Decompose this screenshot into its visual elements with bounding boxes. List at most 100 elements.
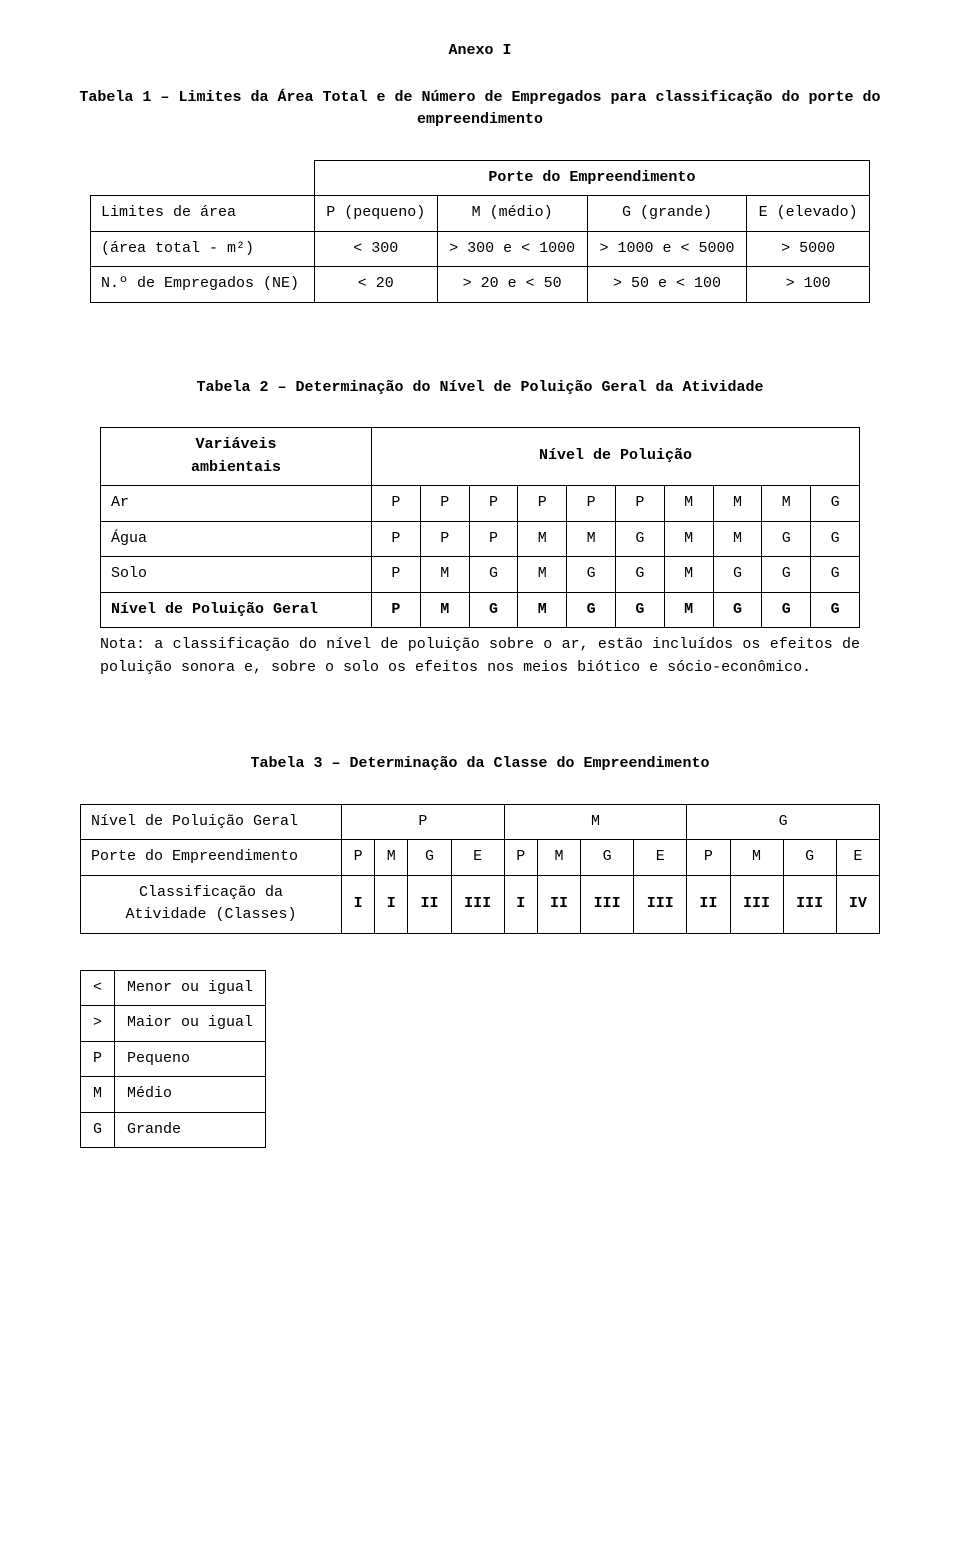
tabela2-note: Nota: a classificação do nível de poluiç… [100,634,860,679]
legend-sym: > [81,1006,115,1042]
row-label: Limites de área [91,196,315,232]
cell: III [581,875,634,933]
row-label: Nível de Poluição Geral [101,592,372,628]
legend-text: Grande [115,1112,266,1148]
cell: > 50 e < 100 [587,267,746,303]
cell: M [567,521,616,557]
cell: M [762,486,811,522]
cell: G [811,592,860,628]
cell: M [664,557,713,593]
tabela1: Porte do Empreendimento Limites de área … [90,160,870,303]
cell: II [687,875,730,933]
variaveis-label: Variáveis ambientais [101,428,372,486]
cell: P [420,486,469,522]
legend-sym: G [81,1112,115,1148]
legend-row: GGrande [81,1112,266,1148]
cell: G [615,557,664,593]
table-row: Ar P P P P P P M M M G [101,486,860,522]
tabela2: Variáveis ambientais Nível de Poluição A… [100,427,860,628]
cell: G [408,840,451,876]
cell: P [504,840,537,876]
table-row: (área total - m²) < 300 > 300 e < 1000 >… [91,231,870,267]
row-label: Ar [101,486,372,522]
cell: I [375,875,408,933]
cell: G [469,557,518,593]
table-row: Nível de Poluição Geral P M G [81,804,880,840]
cell: M [664,521,713,557]
cell: G [762,557,811,593]
cell: P [372,557,421,593]
table-row: Água P P P M M G M M G G [101,521,860,557]
legend-sym: M [81,1077,115,1113]
cell: M [518,592,567,628]
cell: G [567,592,616,628]
cell: M [713,486,762,522]
cell: P [567,486,616,522]
cell: > 20 e < 50 [437,267,587,303]
cell: G [469,592,518,628]
cell: P [342,840,375,876]
cell: I [342,875,375,933]
anexo-title: Anexo I [50,40,910,63]
cell: E [451,840,504,876]
table-row: Nível de Poluição Geral P M G M G G M G … [101,592,860,628]
cell: E [836,840,879,876]
tabela1-header: Porte do Empreendimento [314,160,869,196]
tabela1-title: Tabela 1 – Limites da Área Total e de Nú… [50,87,910,132]
cell: III [451,875,504,933]
nivel-label: Nível de Poluição [372,428,860,486]
cell: < 300 [314,231,437,267]
table-row: Limites de área P (pequeno) M (médio) G … [91,196,870,232]
cell: II [537,875,580,933]
cell: III [634,875,687,933]
legend-row: <Menor ou igual [81,970,266,1006]
cell: M [713,521,762,557]
cell: P [342,804,505,840]
table-row: Porte do Empreendimento P M G E P M G E … [81,840,880,876]
cell: G [687,804,880,840]
cell: < 20 [314,267,437,303]
legend-text: Médio [115,1077,266,1113]
cell: M [504,804,687,840]
cell: M [730,840,783,876]
cell: G [615,592,664,628]
legend-row: PPequeno [81,1041,266,1077]
legend-text: Maior ou igual [115,1006,266,1042]
cell: G [713,557,762,593]
legend-sym: < [81,970,115,1006]
cell: G [615,521,664,557]
cell: P [420,521,469,557]
cell: M [537,840,580,876]
cell: G [713,592,762,628]
cell: IV [836,875,879,933]
cell: III [783,875,836,933]
cell: G [567,557,616,593]
cell: II [408,875,451,933]
tabela3: Nível de Poluição Geral P M G Porte do E… [80,804,880,934]
cell: > 5000 [747,231,870,267]
legend-text: Menor ou igual [115,970,266,1006]
cell: G [811,486,860,522]
cell: > 100 [747,267,870,303]
cell: P [615,486,664,522]
tabela2-title: Tabela 2 – Determinação do Nível de Polu… [50,377,910,400]
legend-text: Pequeno [115,1041,266,1077]
row-label: Porte do Empreendimento [81,840,342,876]
cell: M [375,840,408,876]
cell: > 300 e < 1000 [437,231,587,267]
cell: E [634,840,687,876]
cell: M [420,592,469,628]
cell: I [504,875,537,933]
cell: M [664,592,713,628]
cell: G [762,521,811,557]
table-row: N.º de Empregados (NE) < 20 > 20 e < 50 … [91,267,870,303]
cell: P [518,486,567,522]
cell: G [811,557,860,593]
cell: III [730,875,783,933]
cell: E (elevado) [747,196,870,232]
cell: M [518,557,567,593]
cell: M [518,521,567,557]
cell: G [811,521,860,557]
legend-table: <Menor ou igual >Maior ou igual PPequeno… [80,970,266,1149]
table-row: Classificação da Atividade (Classes) I I… [81,875,880,933]
